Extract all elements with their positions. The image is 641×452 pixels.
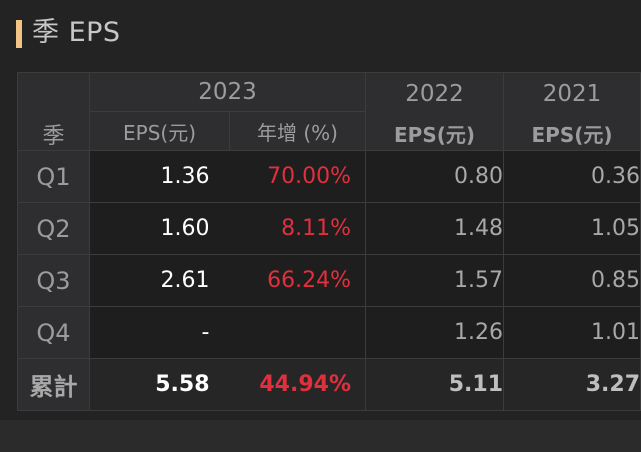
total-row: 累計 5.58 44.94% 5.11 3.27 (17, 358, 641, 411)
quarter-label: Q3 (17, 254, 90, 307)
eps-2022-cell: 1.26 (365, 306, 505, 359)
quarter-label: Q4 (17, 306, 90, 359)
total-label: 累計 (17, 358, 90, 411)
section-title: 季 EPS (32, 17, 121, 48)
eps-2023-cell: 1.60 (89, 202, 230, 255)
growth-cell: 66.24% (229, 254, 367, 307)
table-row: Q3 2.61 66.24% 1.57 0.85 (17, 254, 641, 307)
growth-cell (229, 306, 367, 359)
eps-2022-cell: 1.57 (365, 254, 505, 307)
eps-2021-cell: 0.85 (503, 254, 641, 307)
eps-table: 季 2023 2022 EPS(元) 2021 EPS(元) EPS(元) 年增… (17, 72, 641, 411)
growth-cell: 70.00% (229, 150, 367, 203)
total-growth: 44.94% (229, 358, 367, 411)
year-2023-header: 2023 (88, 72, 367, 112)
eps-unit-2023: EPS(元) (89, 111, 230, 151)
growth-header: 年增 (%) (228, 111, 367, 151)
total-eps-2021: 3.27 (503, 358, 641, 411)
quarter-label: Q2 (17, 202, 90, 255)
eps-unit-2021: EPS(元) (531, 123, 613, 147)
total-eps-2022: 5.11 (365, 358, 505, 411)
table-row: Q1 1.36 70.00% 0.80 0.36 (17, 150, 641, 203)
eps-2022-cell: 0.80 (365, 150, 505, 203)
eps-2021-cell: 1.01 (503, 306, 641, 359)
season-header: 季 (17, 72, 90, 151)
eps-2021-cell: 0.36 (503, 150, 641, 203)
year-2022-label: 2022 (405, 81, 464, 107)
year-2021-label: 2021 (542, 81, 602, 107)
eps-2021-cell: 1.05 (503, 202, 641, 255)
eps-2023-cell: 1.36 (89, 150, 230, 203)
eps-2023-cell: 2.61 (89, 254, 230, 307)
footer-strip (0, 420, 641, 452)
eps-unit-2022: EPS(元) (394, 123, 476, 147)
table-row: Q2 1.60 8.11% 1.48 1.05 (17, 202, 641, 255)
quarter-label: Q1 (17, 150, 90, 203)
section-header: 季 EPS (0, 0, 641, 70)
title-accent-bar (16, 20, 22, 48)
eps-2022-cell: 1.48 (365, 202, 505, 255)
growth-cell: 8.11% (229, 202, 367, 255)
table-row: Q4 - 1.26 1.01 (17, 306, 641, 359)
eps-2023-cell: - (89, 306, 230, 359)
year-2022-header: 2022 EPS(元) (365, 72, 505, 151)
total-eps-2023: 5.58 (89, 358, 230, 411)
year-2021-header: 2021 EPS(元) (503, 72, 641, 151)
